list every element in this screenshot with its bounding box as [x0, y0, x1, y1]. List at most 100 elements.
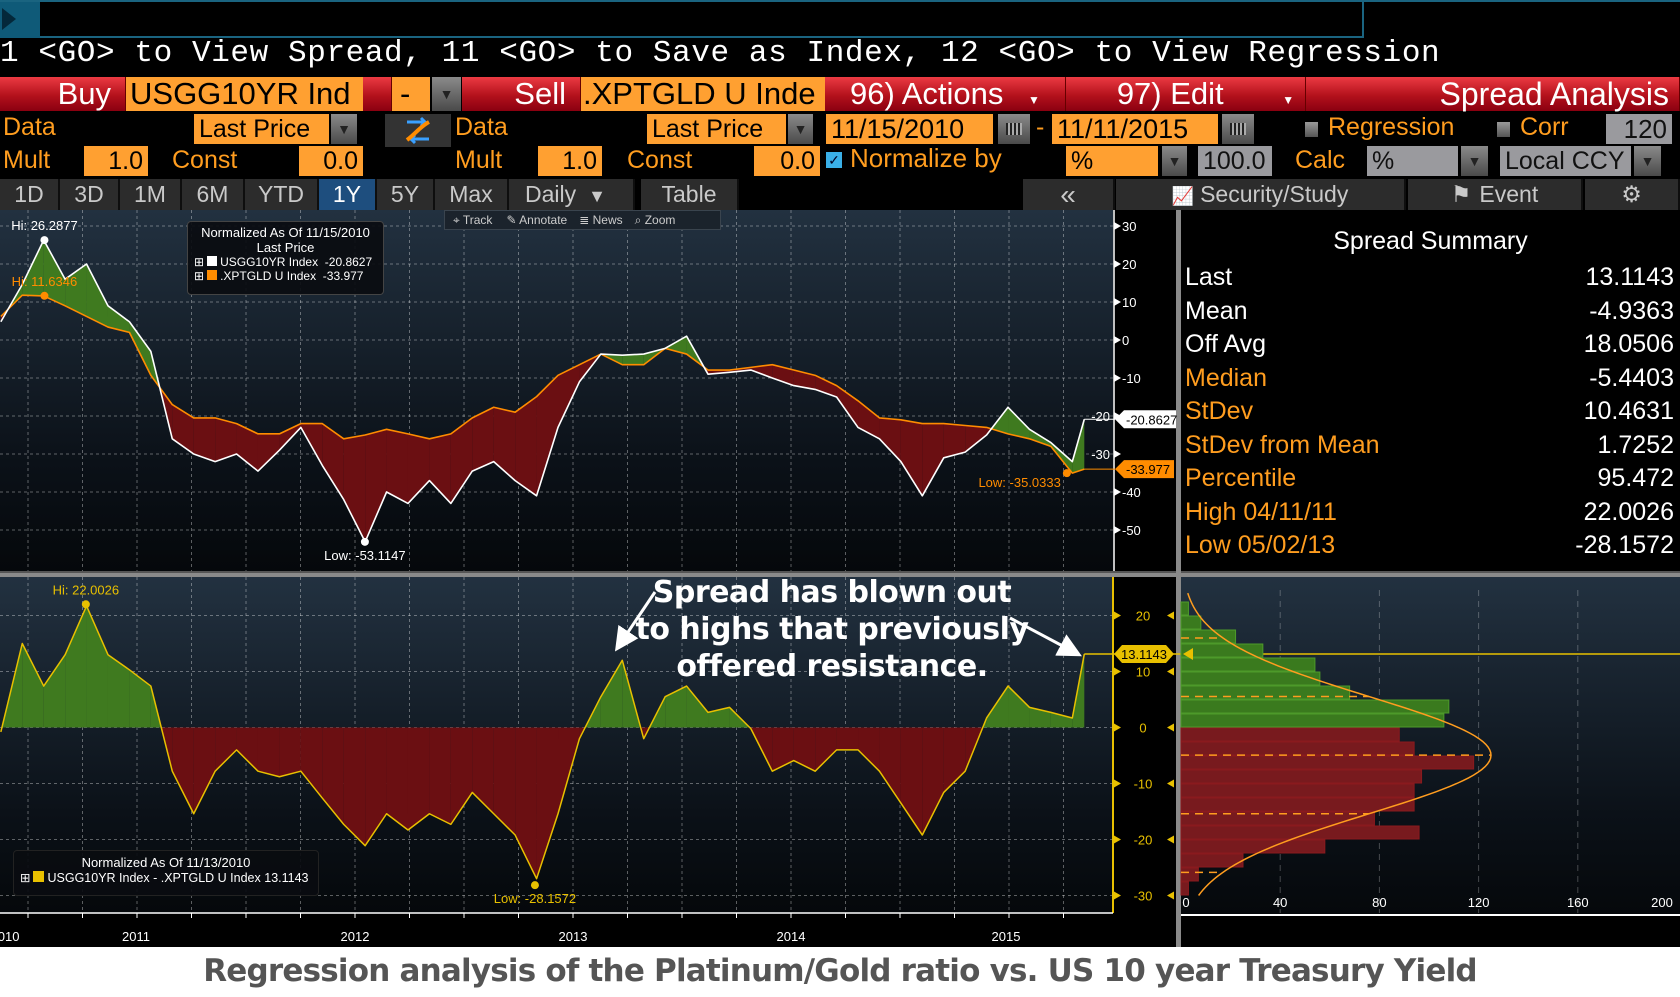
leg1-const-input[interactable]: 0.0	[299, 146, 363, 176]
histogram-bar	[1180, 797, 1415, 812]
tab-5y[interactable]: 5Y	[377, 179, 435, 210]
operator-dropdown-button[interactable]: ▼	[432, 77, 461, 111]
chart-bars-icon: 📈	[1171, 186, 1195, 206]
corr-checkbox[interactable]	[1497, 122, 1510, 137]
normalize-checkbox[interactable]: ✓	[826, 152, 842, 168]
zoom-button[interactable]: ⌕ Zoom	[629, 211, 682, 229]
expand-icon[interactable]: ⊞	[194, 255, 205, 269]
news-button[interactable]: ≣ News	[573, 211, 628, 229]
extreme-point-marker	[1062, 469, 1071, 478]
y-tick-label: 30	[1122, 219, 1136, 234]
normalize-mode-dropdown[interactable]: ▼	[1162, 146, 1187, 176]
caret-down-icon: ▼	[1028, 93, 1040, 107]
tab-1d[interactable]: 1D	[0, 179, 60, 210]
track-button[interactable]: ⌖ Track	[445, 211, 500, 229]
panel-divider-horizontal[interactable]	[0, 571, 1680, 577]
panel-divider-vertical[interactable]	[1176, 210, 1181, 947]
end-date-input[interactable]: 11/11/2015	[1052, 114, 1218, 144]
start-date-input[interactable]: 11/15/2010	[826, 114, 993, 144]
leg2-data-select[interactable]: Last Price	[647, 114, 786, 144]
end-date-calendar-button[interactable]	[1222, 114, 1254, 144]
flag-icon: ⚑	[1450, 181, 1472, 207]
extreme-label: Low: -28.1572	[494, 891, 576, 906]
annotation-line: to highs that previously	[635, 612, 1029, 647]
tab-1m[interactable]: 1M	[120, 179, 182, 210]
start-date-calendar-button[interactable]	[998, 114, 1030, 144]
leg2-mult-input[interactable]: 1.0	[538, 146, 602, 176]
edit-menu[interactable]: 97) Edit ▼	[1066, 77, 1306, 111]
sell-ticker-input[interactable]: .XPTGLD U Inde	[581, 77, 825, 111]
spread-fill-segment	[515, 396, 537, 496]
spread-fill-segment	[558, 364, 580, 428]
summary-title: Spread Summary	[1333, 227, 1528, 255]
normalize-mode-select[interactable]: %	[1066, 146, 1158, 176]
spread-area-segment	[1029, 707, 1051, 728]
expand-icon[interactable]: ⊞	[194, 269, 205, 283]
histogram-bar	[1180, 769, 1423, 784]
swap-legs-button[interactable]	[385, 114, 451, 147]
bottom-chart-legend[interactable]: Normalized As Of 11/13/2010 ⊞ USGG10YR In…	[13, 850, 319, 896]
security-study-button[interactable]: 📈 Security/Study	[1116, 179, 1406, 210]
frequency-dropdown[interactable]: Daily ▼	[509, 179, 635, 210]
caption-area	[0, 947, 1680, 997]
extreme-point-marker	[40, 236, 49, 245]
collapse-button[interactable]: «	[1023, 179, 1115, 210]
legend-subtitle: Last Price	[256, 240, 315, 255]
regression-checkbox[interactable]	[1305, 122, 1318, 137]
spread-fill-segment	[107, 305, 130, 333]
tab-ytd[interactable]: YTD	[245, 179, 319, 210]
expand-icon[interactable]: ⊞	[20, 871, 31, 885]
normalize-value-input[interactable]: 100.0	[1198, 146, 1272, 176]
y-tick-marker	[1114, 298, 1121, 306]
y-tick-label: 0	[1139, 721, 1146, 736]
event-button[interactable]: ⚑ Event	[1408, 179, 1583, 210]
leg1-data-select[interactable]: Last Price	[194, 114, 329, 144]
calc-dropdown[interactable]: ▼	[1461, 146, 1488, 176]
spread-area-segment	[236, 727, 258, 772]
chart-axes: Hi: 26.2877 Hi: 11.6346 Low: -53.1147 Low: …	[0, 210, 1680, 944]
histogram-bar	[1180, 699, 1450, 714]
summary-label: Last	[1185, 263, 1233, 291]
figure-caption: Regression analysis of the Platinum/Gold…	[203, 953, 1477, 989]
calc-select[interactable]: %	[1367, 146, 1458, 176]
spread-fill-segment	[129, 321, 151, 376]
currency-select[interactable]: Local CCY	[1500, 146, 1631, 176]
command-bar-handle[interactable]	[0, 0, 40, 38]
tab-3d[interactable]: 3D	[60, 179, 120, 210]
leg1-mult-input[interactable]: 1.0	[84, 146, 148, 176]
leg1-data-dropdown[interactable]: ▼	[331, 114, 357, 144]
extreme-point-marker	[40, 291, 49, 300]
tab-max[interactable]: Max	[435, 179, 509, 210]
actions-menu[interactable]: 96) Actions ▼	[825, 77, 1066, 111]
annotate-button[interactable]: ✎ Annotate	[500, 211, 573, 229]
tab-6m[interactable]: 6M	[182, 179, 245, 210]
legend-item-xptgld[interactable]: ⊞ .XPTGLD U Index -33.977	[194, 269, 377, 283]
settings-button[interactable]: ⚙	[1585, 179, 1680, 210]
tab-1y[interactable]: 1Y	[319, 179, 377, 210]
caret-down-icon: ▼	[588, 186, 606, 206]
actions-label: 96) Actions	[850, 76, 1004, 111]
y-tick-marker	[1114, 611, 1121, 620]
y-tick-marker	[1114, 260, 1121, 268]
leg2-const-input[interactable]: 0.0	[754, 146, 820, 176]
top-chart-legend[interactable]: Normalized As Of 11/15/2010 Last Price ⊞…	[187, 221, 384, 295]
histogram-bar	[1180, 783, 1415, 798]
operator-select[interactable]: -	[392, 77, 430, 111]
y-tick-marker	[1114, 450, 1121, 458]
corr-window-input[interactable]: 120	[1606, 114, 1672, 144]
y-tick-marker	[1167, 723, 1174, 732]
leg2-data-dropdown[interactable]: ▼	[788, 114, 813, 144]
spread-fill-segment	[815, 375, 837, 397]
histogram-bar	[1180, 839, 1326, 854]
histogram-plot: 0 40 80 120 160 200	[1180, 590, 1680, 916]
legend-item-usgg10yr[interactable]: ⊞ USGG10YR Index -20.8627	[194, 255, 377, 269]
extreme-label: Hi: 11.6346	[12, 274, 78, 289]
buy-ticker-input[interactable]: USGG10YR Ind	[126, 77, 363, 111]
legend-item-spread[interactable]: ⊞ USGG10YR Index - .XPTGLD U Index 13.114…	[20, 870, 312, 885]
table-button[interactable]: Table	[641, 179, 739, 210]
bottom-chart-plot	[0, 577, 1113, 913]
annotation-line: Spread has blown out	[652, 575, 1012, 610]
histogram-bar	[1180, 811, 1375, 826]
currency-dropdown[interactable]: ▼	[1634, 146, 1661, 176]
